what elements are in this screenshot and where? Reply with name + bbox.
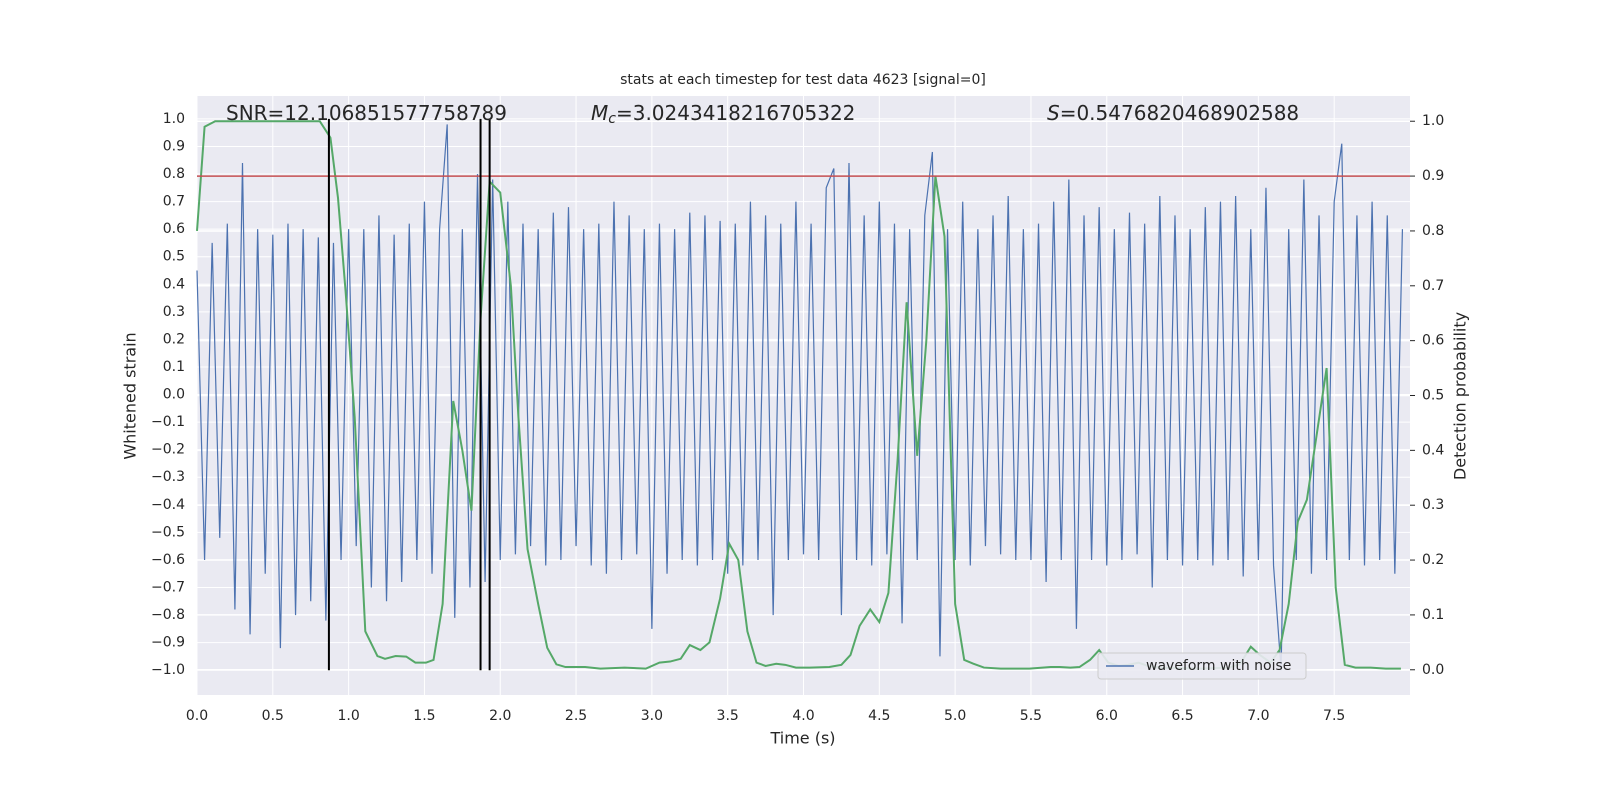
x-tick-label: 3.0 xyxy=(641,708,663,724)
y2-tick-label: 0.1 xyxy=(1422,607,1444,623)
annotation: SNR=12.106851577758789 xyxy=(226,101,507,125)
x-tick-label: 2.0 xyxy=(489,708,511,724)
x-tick-label: 0.5 xyxy=(262,708,284,724)
annotation-symbol: S xyxy=(1047,101,1060,125)
y-tick-label: −0.1 xyxy=(151,414,185,430)
y-tick-label: −0.2 xyxy=(151,442,185,458)
y-tick-label: −0.8 xyxy=(151,607,185,623)
y2-tick-label: 0.8 xyxy=(1422,223,1444,239)
y-tick-label: 0.1 xyxy=(163,359,185,375)
y2-tick-label: 1.0 xyxy=(1422,113,1444,129)
legend-box xyxy=(1097,652,1307,680)
annotation-subscript: c xyxy=(608,111,616,127)
series-line xyxy=(196,124,1404,671)
x-tick-label: 4.0 xyxy=(792,708,814,724)
y-tick-label: 0.2 xyxy=(163,331,185,347)
y-axis-label: Whitened strain xyxy=(121,332,140,459)
x-tick-label: 6.0 xyxy=(1096,708,1118,724)
x-tick-label: 5.0 xyxy=(944,708,966,724)
y2-tick-label: 0.0 xyxy=(1422,662,1444,678)
y2-tick-label: 0.6 xyxy=(1422,333,1444,349)
y-tick-label: −0.9 xyxy=(151,635,185,651)
y-tick-label: −1.0 xyxy=(151,662,185,678)
y2-tick-label: 0.3 xyxy=(1422,497,1444,513)
y-tick-label: −0.3 xyxy=(151,469,185,485)
legend-label: waveform with noise xyxy=(1146,658,1291,674)
x-tick-label: 1.0 xyxy=(337,708,359,724)
y-tick-label: 0.9 xyxy=(163,138,185,154)
y-tick-label: 0.8 xyxy=(163,166,185,182)
y2-tick-label: 0.5 xyxy=(1422,388,1444,404)
y-tick-label: 0.3 xyxy=(163,304,185,320)
y-tick-label: 1.0 xyxy=(163,111,185,127)
y-tick-label: 0.0 xyxy=(163,387,185,403)
y2-tick-label: 0.9 xyxy=(1422,168,1444,184)
annotation-text: =0.5476820468902588 xyxy=(1060,101,1299,125)
x-tick-label: 7.0 xyxy=(1247,708,1269,724)
x-tick-label: 1.5 xyxy=(413,708,435,724)
y-tick-label: 0.7 xyxy=(163,194,185,210)
annotation-text: SNR=12.106851577758789 xyxy=(226,101,507,125)
y2-tick-label: 0.4 xyxy=(1422,442,1444,458)
y-tick-label: 0.5 xyxy=(163,249,185,265)
y2-axis-label: Detection probability xyxy=(1451,312,1470,480)
annotation: S=0.5476820468902588 xyxy=(1047,101,1299,125)
x-tick-label: 4.5 xyxy=(868,708,890,724)
x-tick-label: 2.5 xyxy=(565,708,587,724)
annotation: Mc=3.0243418216705322 xyxy=(591,101,855,128)
y-tick-label: −0.6 xyxy=(151,552,185,568)
y-tick-label: −0.4 xyxy=(151,497,185,513)
x-axis-label: Time (s) xyxy=(769,729,835,748)
x-tick-label: 7.5 xyxy=(1323,708,1345,724)
x-tick-label: 3.5 xyxy=(717,708,739,724)
y2-tick-label: 0.2 xyxy=(1422,552,1444,568)
annotation-text: =3.0243418216705322 xyxy=(616,101,855,125)
annotation-symbol: M xyxy=(591,101,608,125)
y-tick-label: 0.4 xyxy=(163,276,185,292)
y2-tick-label: 0.7 xyxy=(1422,278,1444,294)
x-tick-label: 6.5 xyxy=(1171,708,1193,724)
y-tick-label: −0.5 xyxy=(151,524,185,540)
y-tick-label: −0.7 xyxy=(151,579,185,595)
chart-title: stats at each timestep for test data 462… xyxy=(620,72,986,88)
x-tick-label: 0.0 xyxy=(186,708,208,724)
y-tick-label: 0.6 xyxy=(163,221,185,237)
x-tick-label: 5.5 xyxy=(1020,708,1042,724)
